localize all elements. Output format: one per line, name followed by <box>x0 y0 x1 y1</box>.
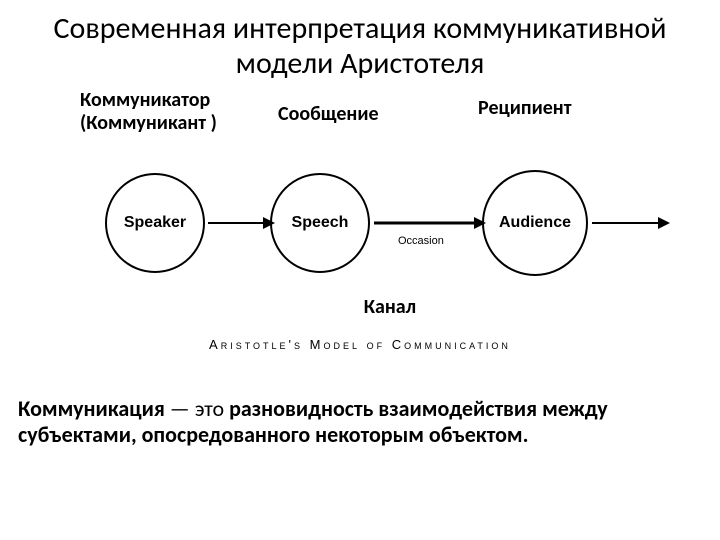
label-message: Сообщение <box>278 103 379 126</box>
page-title: Современная интерпретация коммуникативно… <box>0 0 720 81</box>
definition-sep: — это <box>165 395 229 422</box>
definition-term: Коммуникация <box>18 395 165 422</box>
label-recipient: Реципиент <box>478 97 572 120</box>
node-audience: Audience <box>482 170 588 276</box>
arrow-0 <box>208 213 277 233</box>
definition-text: Коммуникация — это разновидность взаимод… <box>0 396 720 449</box>
label-communicator-line2: (Коммуникант ) <box>80 112 217 135</box>
occasion-label: Occasion <box>398 235 444 247</box>
node-speech: Speech <box>270 173 370 273</box>
label-channel: Канал <box>60 295 720 319</box>
label-communicator: Коммуникатор (Коммуникант ) <box>80 89 217 135</box>
model-caption: Aristotle's Model of Communication <box>0 337 720 352</box>
russian-labels-row: Коммуникатор (Коммуникант ) Сообщение Ре… <box>0 89 720 149</box>
aristotle-diagram: Speaker Speech Audience Occasion <box>0 153 720 293</box>
arrow-2 <box>592 213 672 233</box>
node-speaker: Speaker <box>105 173 205 273</box>
label-communicator-line1: Коммуникатор <box>80 89 217 112</box>
arrow-1 <box>374 213 488 233</box>
